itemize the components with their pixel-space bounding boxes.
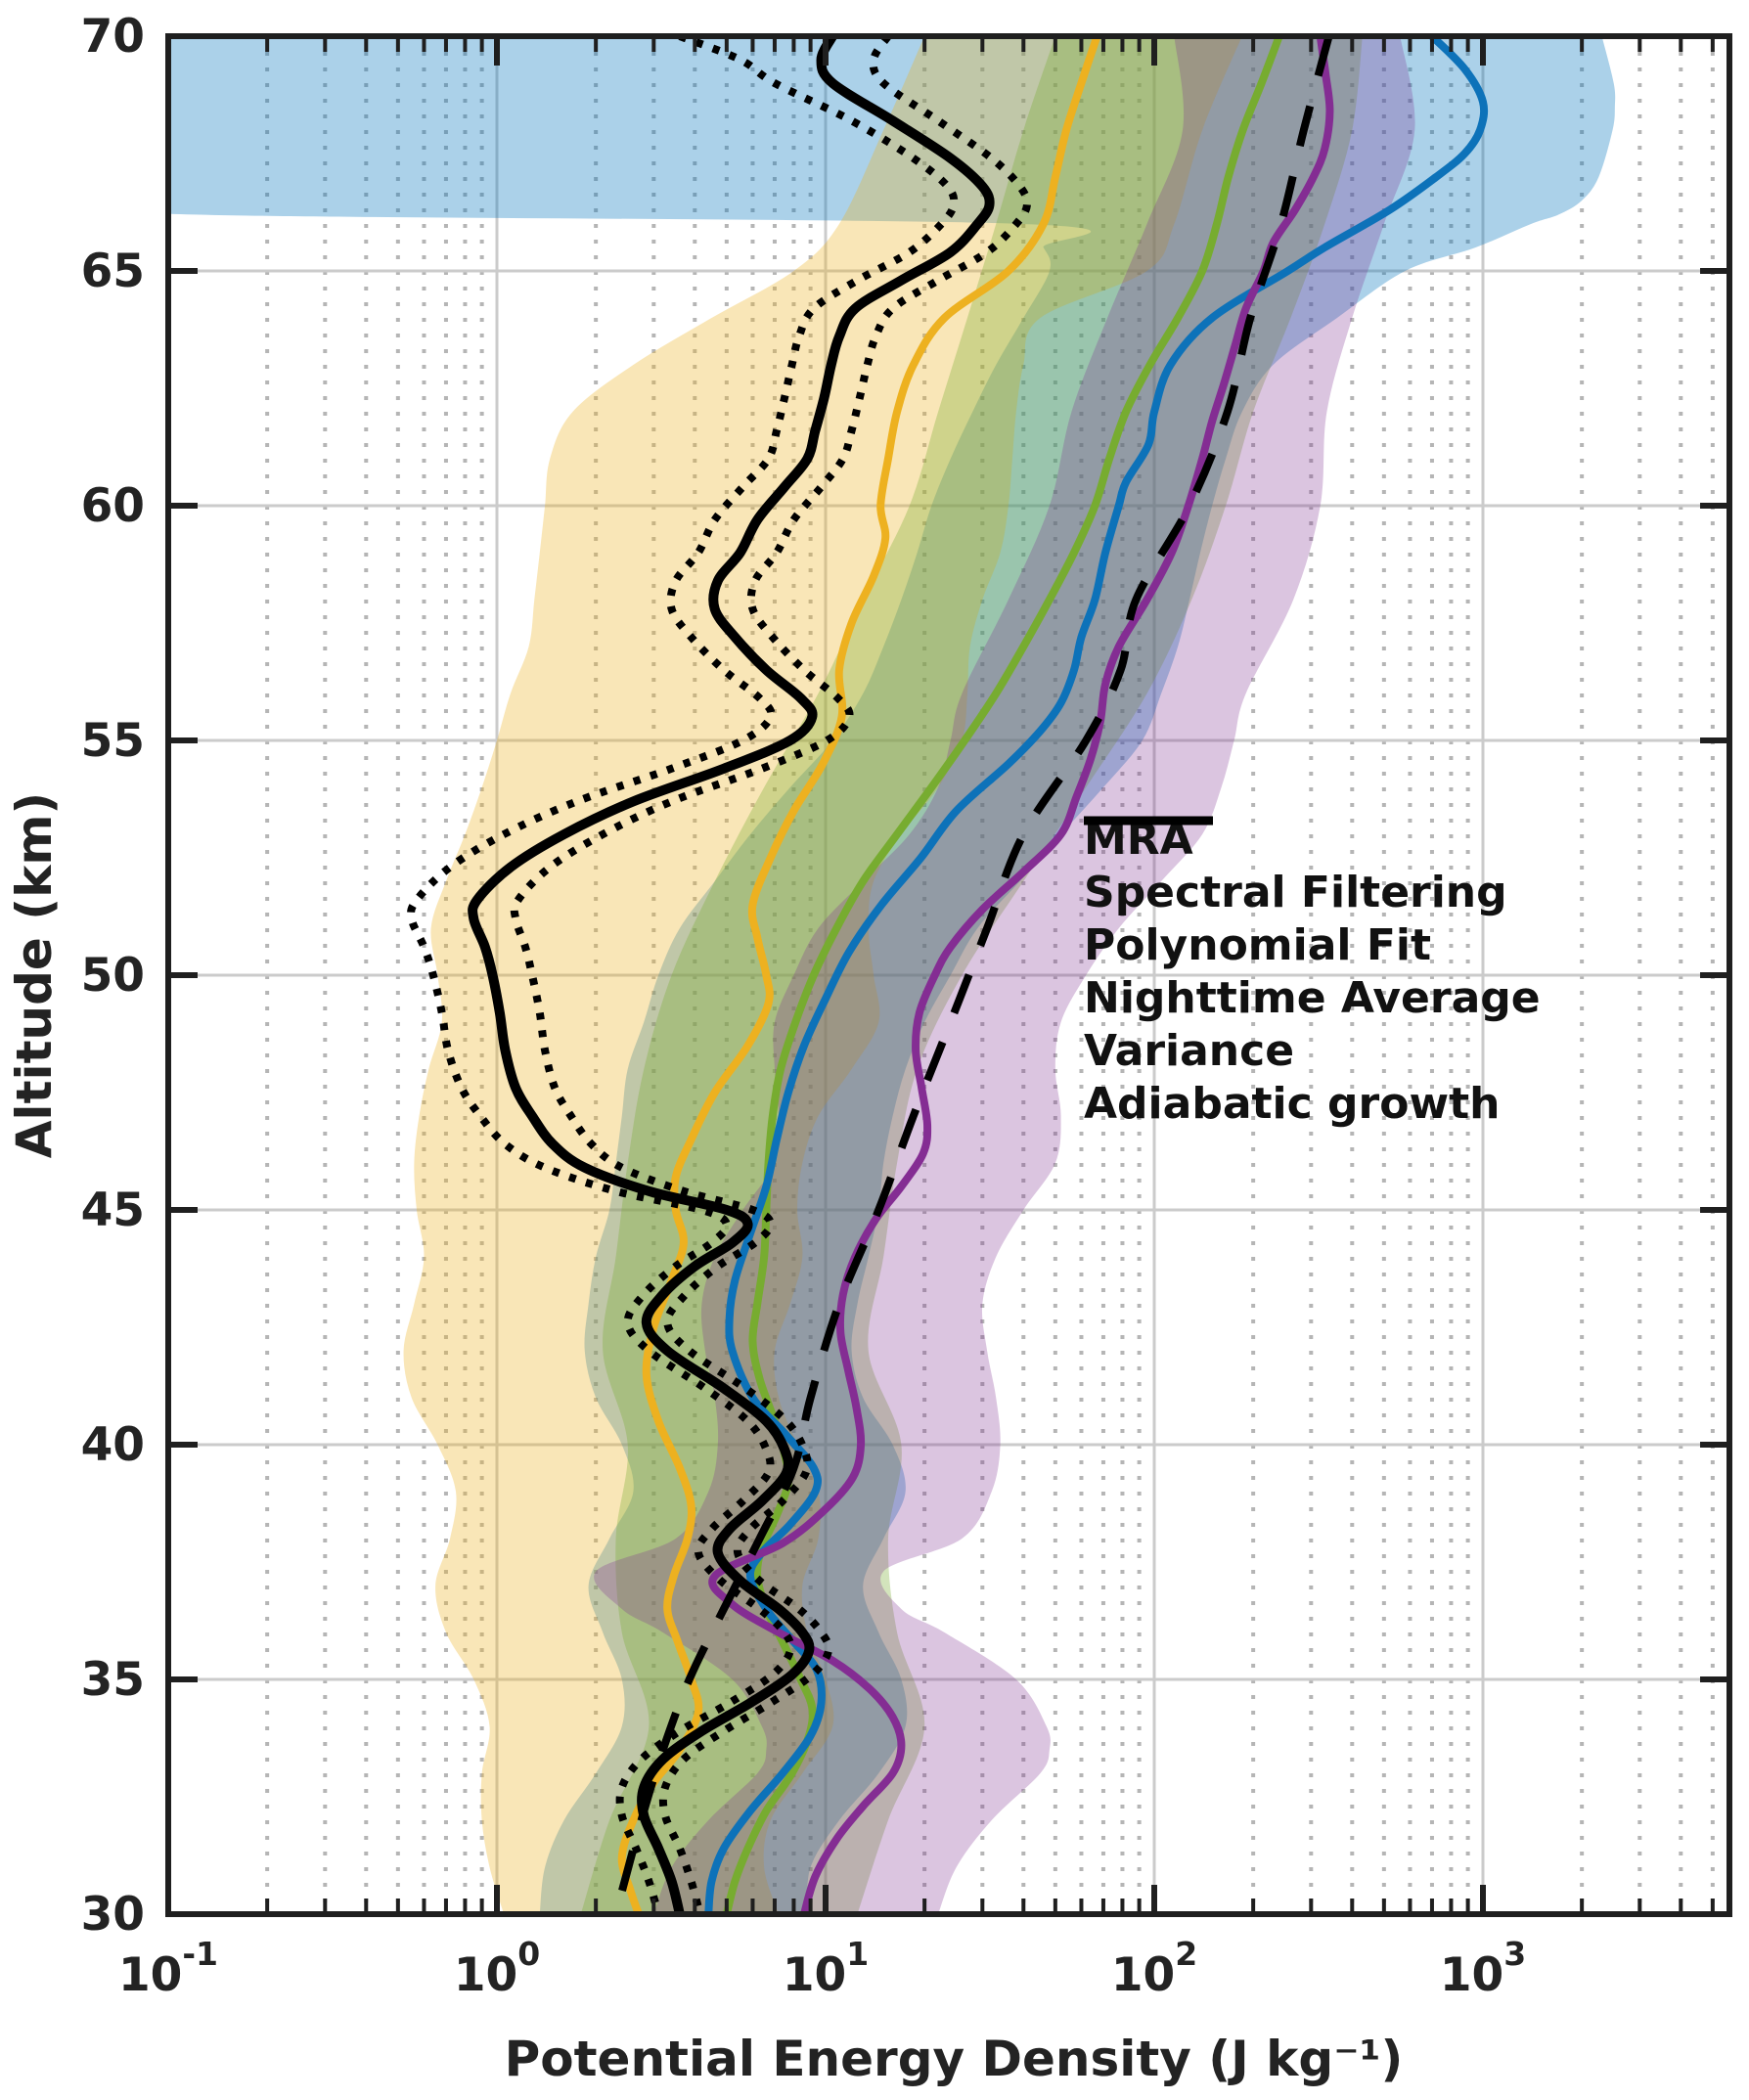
- y-tick-label: 40: [81, 1418, 145, 1472]
- y-tick-label: 35: [81, 1653, 145, 1707]
- axes-frame-layer: [165, 33, 1732, 1917]
- legend-item-polynomial-fit: Polynomial Fit: [1084, 817, 1541, 972]
- y-tick-label: 50: [81, 949, 145, 1003]
- line-polynomial-fit: [722, 36, 1283, 1914]
- legend-label: Adiabatic growth: [1084, 1079, 1501, 1129]
- y-tick-label: 55: [81, 714, 145, 768]
- legend-label: Nighttime Average: [1084, 973, 1541, 1023]
- spectral-band: [168, 36, 1616, 1914]
- legend-item-spectral-filtering: Spectral Filtering: [1084, 817, 1541, 919]
- y-tick-label: 30: [81, 1888, 145, 1942]
- legend-label: Variance: [1084, 1026, 1295, 1076]
- legend-item-adiabatic-growth: Adiabatic growth: [1084, 817, 1541, 1131]
- line-mra: [617, 36, 1101, 1914]
- y-tick-label: 45: [81, 1184, 145, 1237]
- legend-label: Polynomial Fit: [1084, 920, 1431, 970]
- x-tick-label: 100: [454, 1935, 540, 2002]
- polynomial-band: [580, 36, 1363, 1914]
- line-variance: [468, 36, 995, 1914]
- legend-label: Spectral Filtering: [1084, 868, 1507, 917]
- x-axis-label: Potential Energy Density (J kg⁻¹): [505, 2031, 1404, 2087]
- x-tick-label: 102: [1111, 1935, 1197, 2002]
- x-tick-label: 10-1: [118, 1935, 218, 2002]
- legend: MRA Spectral Filtering Polynomial Fit Night…: [1084, 814, 1541, 1131]
- legend-item-variance: Variance: [1084, 816, 1541, 1078]
- tick-label-layer: 10-1 100 101 102 103 30 35 40 45 50 55 60 65 70: [81, 10, 1527, 2002]
- mra-band: [403, 36, 1242, 1914]
- y-tick-label: 60: [81, 479, 145, 533]
- line-adiabatic-growth: [611, 36, 1333, 1914]
- y-axis-label: Altitude (km): [6, 792, 63, 1159]
- line-variance-upper-bound: [510, 36, 1032, 1914]
- y-tick-label: 65: [81, 245, 145, 298]
- legend-swatch: [1084, 817, 1213, 825]
- x-tick-label: 101: [783, 1935, 869, 2002]
- y-tick-label: 70: [81, 10, 145, 64]
- line-variance-lower-bound: [407, 36, 959, 1914]
- legend-item-nighttime-average: Nighttime Average: [1084, 817, 1541, 1025]
- x-tick-label: 103: [1440, 1935, 1526, 2002]
- line-nighttime-average: [708, 36, 1334, 1914]
- legend-label: MRA: [1084, 815, 1193, 865]
- data-lines-layer: [407, 36, 1489, 1914]
